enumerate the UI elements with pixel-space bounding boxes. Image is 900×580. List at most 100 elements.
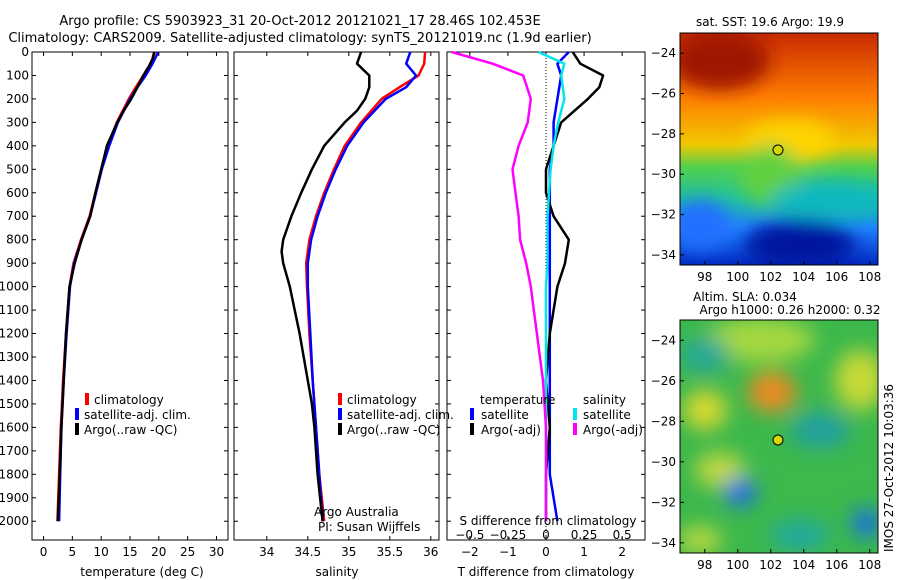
map-x-tick-label: 106 — [825, 270, 848, 284]
legend-label-climatology: climatology — [94, 393, 164, 407]
x-tick-label: 0 — [40, 545, 48, 559]
sla-map-frame — [679, 319, 879, 554]
t-difference-axis-label: T difference from climatology — [457, 565, 635, 579]
legend-swatch-satellite — [75, 408, 79, 420]
x-tick-label: 34.5 — [294, 545, 321, 559]
temperature-chart: 0100200300400500600700800900100011001200… — [0, 45, 228, 559]
sst-cyan-band — [770, 182, 878, 218]
legend-label-satellite: satellite-adj. clim. — [347, 408, 454, 422]
map-x-tick-label: 106 — [825, 558, 848, 572]
header-line1: Argo profile: CS 5903923_31 20-Oct-2012 … — [59, 14, 540, 29]
map-x-tick-label: 102 — [759, 270, 782, 284]
x-tick-label: 20 — [151, 545, 166, 559]
legend-swatch-s-satellite — [573, 408, 577, 420]
x-tick-label: 0 — [542, 545, 550, 559]
depth-tick-label: 1100 — [0, 303, 29, 317]
depth-tick-label: 400 — [6, 139, 29, 153]
legend-group-salinity: salinity — [583, 393, 626, 407]
series-line-satellite-adj-clim — [57, 51, 160, 522]
legend-swatch-s-argo — [573, 423, 577, 435]
salinity-chart: 34 34.5 35 35.5 36 — [234, 51, 439, 559]
sla-yellow-north — [705, 320, 815, 362]
sla-blue-eddy-se — [852, 509, 878, 537]
s-difference-tick-label: −0.25 — [490, 528, 527, 542]
sla-map-title: Altim. SLA: 0.034 — [693, 290, 797, 304]
x-tick-label: 34 — [259, 545, 274, 559]
map-y-tick-label: −24 — [651, 333, 676, 347]
depth-tick-label: 1900 — [0, 491, 29, 505]
depth-tick-label: 2000 — [0, 514, 29, 528]
legend-label-s-satellite: satellite — [583, 408, 631, 422]
map-y-tick-label: −28 — [651, 127, 676, 141]
salinity-axis-label: salinity — [315, 565, 358, 579]
depth-tick-label: 200 — [6, 92, 29, 106]
imos-timestamp-label: IMOS 27-Oct-2012 10:03:36 — [882, 384, 896, 552]
salinity-legend: climatology satellite-adj. clim. Argo(..… — [338, 393, 454, 437]
map-x-tick-label: 100 — [726, 558, 749, 572]
map-y-tick-label: −34 — [651, 536, 676, 550]
map-y-tick-label: −32 — [651, 208, 676, 222]
depth-tick-label: 800 — [6, 233, 29, 247]
legend-group-temperature: temperature — [480, 393, 555, 407]
depth-tick-label: 1600 — [0, 420, 29, 434]
sla-teal-north — [680, 337, 730, 373]
map-y-tick-label: −34 — [651, 248, 676, 262]
map-x-tick-label: 100 — [726, 270, 749, 284]
sla-yellow-mid — [695, 452, 745, 488]
sla-yellow-east — [835, 350, 878, 410]
depth-tick-label: 1200 — [0, 327, 29, 341]
sst-map-axes: 98 100 102 104 106 108 −24 −26 −28 −30 −32 −34 — [651, 46, 882, 284]
map-x-tick-label: 104 — [792, 270, 815, 284]
map-y-tick-label: −30 — [651, 167, 676, 181]
x-tick-label: 35.5 — [376, 545, 403, 559]
depth-tick-label: 500 — [6, 162, 29, 176]
s-difference-tick-label: −0.5 — [455, 528, 484, 542]
series-line-satellite-adj-clim — [306, 51, 418, 522]
series-line-climatology — [304, 51, 427, 522]
depth-tick-label: 1500 — [0, 397, 29, 411]
series-line-argo-adj — [451, 50, 548, 522]
x-tick-label: 15 — [122, 545, 137, 559]
depth-tick-label: 100 — [6, 68, 29, 82]
depth-tick-label: 0 — [21, 45, 29, 59]
x-tick-label: 10 — [94, 545, 109, 559]
x-tick-label: 1 — [580, 545, 588, 559]
series-line-argo-raw-qc — [280, 51, 371, 522]
sst-blue-west — [680, 200, 730, 250]
map-x-tick-label: 98 — [697, 270, 712, 284]
map-y-tick-label: −26 — [651, 87, 676, 101]
sla-orange-eddy — [748, 372, 796, 412]
x-tick-label: 36 — [423, 545, 438, 559]
sst-cold-patch — [745, 220, 855, 265]
legend-swatch-t-satellite — [470, 408, 474, 420]
x-tick-label: 25 — [180, 545, 195, 559]
annotation-pi: PI: Susan Wijffels — [318, 520, 420, 534]
depth-tick-label: 1800 — [0, 467, 29, 481]
sla-map-axes: 98 100 102 104 106 108 −24 −26 −28 −30 −32 −34 — [651, 333, 882, 572]
depth-tick-label: 600 — [6, 186, 29, 200]
sla-yellow-south — [680, 526, 722, 553]
legend-swatch-t-argo — [470, 423, 474, 435]
temperature-axis-label: temperature (deg C) — [80, 565, 203, 579]
sla-map-subtitle: Argo h1000: 0.26 h2000: 0.32 — [700, 303, 881, 317]
map-y-tick-label: −32 — [651, 495, 676, 509]
sla-yellow-west — [683, 390, 727, 430]
sla-teal-mid — [790, 412, 850, 448]
sla-teal-south — [770, 520, 830, 550]
x-tick-label: 35 — [341, 545, 356, 559]
map-x-tick-label: 108 — [858, 558, 881, 572]
depth-tick-label: 900 — [6, 256, 29, 270]
s-difference-tick-label: 0.5 — [613, 528, 632, 542]
sst-map-title: sat. SST: 19.6 Argo: 19.9 — [696, 15, 844, 29]
x-tick-label: 2 — [618, 545, 626, 559]
map-x-tick-label: 104 — [792, 558, 815, 572]
difference-legend: temperature salinity satellite Argo(-adj… — [470, 393, 643, 437]
salinity-panel-frame — [233, 51, 440, 541]
sla-blue-eddy-sw — [724, 478, 756, 506]
legend-label-s-argo: Argo(-adj) — [583, 423, 643, 437]
series-line-satellite — [537, 50, 566, 522]
depth-tick-label: 1400 — [0, 373, 29, 387]
sst-warm-patch — [680, 33, 770, 90]
depth-tick-label: 1000 — [0, 280, 29, 294]
